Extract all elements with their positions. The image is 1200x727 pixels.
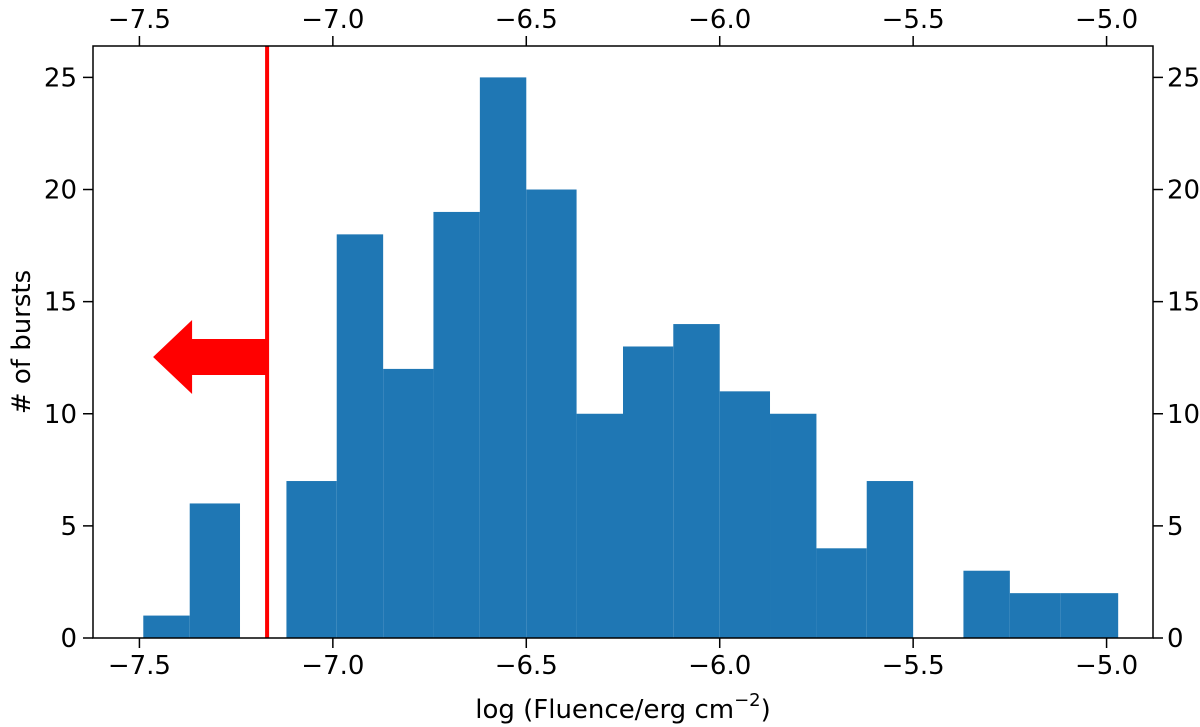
- x-tick-label-top: −5.0: [1075, 5, 1138, 35]
- x-tick-label: −6.0: [688, 651, 751, 681]
- bar: [576, 413, 623, 638]
- x-tick-label: −7.5: [108, 651, 171, 681]
- x-axis-label-text: log (Fluence/erg cm: [475, 695, 734, 725]
- y-tick-label: 15: [44, 288, 77, 318]
- y-tick-label: 25: [44, 63, 77, 93]
- bar: [143, 615, 190, 638]
- x-tick-label: −5.0: [1075, 651, 1138, 681]
- bar: [479, 77, 527, 639]
- bar: [286, 481, 337, 638]
- x-axis-label: log (Fluence/erg cm−2): [475, 690, 771, 725]
- bar: [719, 391, 771, 638]
- bar: [866, 481, 914, 638]
- y-tick-label-right: 15: [1167, 288, 1200, 318]
- bar: [526, 189, 577, 639]
- y-tick-label: 0: [60, 624, 77, 654]
- x-tick-label-top: −6.5: [495, 5, 558, 35]
- bar: [963, 570, 1010, 638]
- y-tick-label-right: 20: [1167, 176, 1200, 206]
- x-tick-label-top: −5.5: [882, 5, 945, 35]
- bar: [383, 368, 434, 638]
- x-axis-label-exponent: −2: [734, 690, 761, 711]
- y-tick-label: 20: [44, 176, 77, 206]
- y-tick-label: 10: [44, 400, 77, 430]
- x-tick-label: −7.0: [301, 651, 364, 681]
- bar: [623, 346, 674, 638]
- y-tick-label-right: 0: [1167, 624, 1184, 654]
- y-tick-label: 5: [60, 512, 77, 542]
- x-tick-label-top: −7.5: [108, 5, 171, 35]
- bar: [189, 503, 241, 638]
- y-tick-label-right: 10: [1167, 400, 1200, 430]
- x-tick-label-top: −6.0: [688, 5, 751, 35]
- threshold-arrow: [153, 320, 268, 394]
- bar: [1009, 593, 1061, 638]
- x-tick-label-top: −7.0: [301, 5, 364, 35]
- bar: [673, 324, 720, 638]
- bar: [816, 548, 867, 638]
- y-axis-label: # of bursts: [7, 270, 37, 414]
- bar: [336, 234, 384, 638]
- x-tick-label: −6.5: [495, 651, 558, 681]
- y-tick-label-right: 25: [1167, 63, 1200, 93]
- plot-frame: [92, 45, 1154, 639]
- x-axis-label-end: ): [761, 695, 771, 725]
- bar: [1060, 593, 1119, 638]
- bar: [770, 413, 817, 638]
- y-tick-label-right: 5: [1167, 512, 1184, 542]
- bar: [433, 211, 480, 638]
- x-tick-label: −5.5: [882, 651, 945, 681]
